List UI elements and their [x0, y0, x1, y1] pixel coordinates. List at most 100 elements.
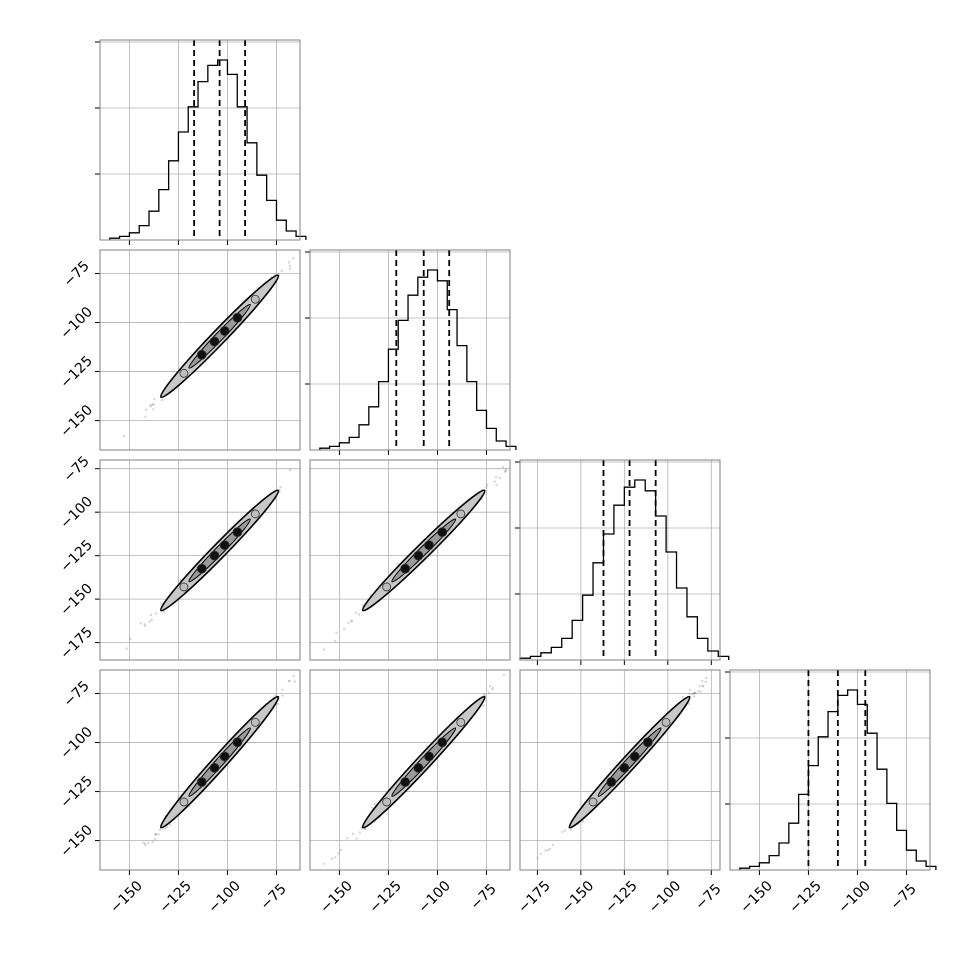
scatter-point: [154, 833, 157, 836]
scatter-point: [288, 468, 292, 472]
scatter-point: [157, 833, 160, 836]
scatter-point: [487, 691, 491, 695]
scatter-point: [561, 830, 564, 834]
scatter-point: [149, 613, 153, 617]
scatter-point: [699, 690, 702, 693]
y-tick-label: −100: [57, 494, 96, 533]
scatter-point: [160, 602, 163, 605]
density-blob: [413, 550, 424, 561]
density-blob: [382, 797, 392, 807]
density-blob: [424, 540, 434, 551]
scatter-point: [504, 469, 507, 473]
scatter-point: [347, 621, 350, 624]
scatter-point: [704, 676, 708, 680]
density-blob: [250, 509, 260, 519]
panel-frame: [99, 459, 301, 661]
pair-panel-2-3: [519, 669, 721, 875]
scatter-point: [163, 827, 167, 830]
scatter-point: [281, 694, 284, 697]
density-blob: [250, 717, 260, 727]
panel-background: [100, 670, 300, 870]
scatter-point: [548, 847, 552, 851]
x-tick-label: −175: [515, 878, 554, 917]
scatter-point: [361, 604, 365, 607]
scatter-point: [350, 619, 353, 622]
scatter-point: [151, 403, 155, 406]
scatter-point: [144, 844, 147, 847]
y-tick-label: −175: [57, 624, 96, 663]
scatter-point: [139, 622, 142, 625]
density-blob: [437, 737, 448, 748]
y-tick-label: −150: [57, 581, 96, 620]
scatter-point: [374, 802, 377, 806]
panel-frame: [309, 459, 511, 661]
scatter-point: [330, 857, 334, 860]
scatter-point: [698, 684, 701, 688]
scatter-point: [179, 578, 182, 582]
scatter-point: [160, 398, 163, 402]
scatter-point: [150, 618, 153, 621]
scatter-point: [581, 820, 585, 823]
x-tick-label: −100: [205, 878, 244, 917]
density-blob: [219, 326, 230, 336]
scatter-point: [697, 689, 700, 693]
scatter-point: [700, 679, 704, 683]
y-tick-label: −75: [61, 678, 93, 710]
y-tick-label: −125: [57, 537, 96, 576]
scatter-point: [142, 841, 145, 844]
density-blob: [629, 751, 640, 762]
scatter-point: [281, 688, 284, 692]
pair-panel-0-2: [95, 459, 301, 661]
scatter-point: [536, 857, 539, 860]
scatter-point: [292, 257, 295, 260]
scatter-point: [322, 648, 326, 651]
scatter-point: [143, 622, 146, 626]
scatter-point: [346, 837, 349, 840]
density-blob: [250, 294, 260, 304]
x-tick-label: −75: [692, 881, 724, 913]
scatter-point: [145, 408, 148, 411]
panel-frame: [99, 249, 301, 451]
histogram-panel-3: [725, 669, 937, 875]
scatter-point: [539, 852, 542, 856]
density-blob: [661, 717, 671, 727]
panel-background: [100, 40, 300, 240]
scatter-point: [287, 261, 291, 264]
scatter-point: [681, 695, 684, 699]
pair-panel-0-1: [95, 249, 301, 451]
density-blob: [424, 751, 434, 762]
density-blob: [437, 527, 448, 538]
density-blob: [400, 777, 411, 787]
scatter-point: [363, 827, 367, 831]
x-tick-label: −75: [258, 881, 290, 913]
scatter-point: [493, 480, 496, 483]
pair-panel-0-3: [95, 669, 301, 875]
density-blob: [232, 312, 243, 323]
scatter-point: [694, 691, 697, 695]
scatter-point: [693, 695, 696, 698]
histogram-step: [109, 59, 307, 240]
scatter-point: [689, 688, 692, 692]
density-blob: [179, 368, 189, 378]
scatter-point: [152, 403, 155, 406]
scatter-point: [143, 624, 147, 628]
panel-frame: [309, 249, 511, 451]
x-tick-label: −150: [107, 878, 146, 917]
scatter-point: [551, 843, 555, 847]
density-blob: [400, 563, 411, 574]
density-blob: [456, 509, 466, 519]
density-blob: [196, 777, 207, 787]
scatter-point: [274, 694, 277, 697]
scatter-point: [288, 264, 292, 268]
scatter-point: [502, 673, 506, 677]
x-tick-label: −125: [786, 878, 825, 917]
scatter-point: [154, 612, 158, 615]
scatter-point: [498, 476, 502, 480]
y-tick-label: −100: [57, 304, 96, 343]
x-tick-label: −75: [888, 881, 920, 913]
density-blob: [642, 737, 653, 748]
density-blob: [209, 550, 220, 561]
scatter-point: [357, 613, 361, 616]
x-tick-label: −75: [468, 881, 500, 913]
histogram-panel-0: [95, 39, 307, 245]
